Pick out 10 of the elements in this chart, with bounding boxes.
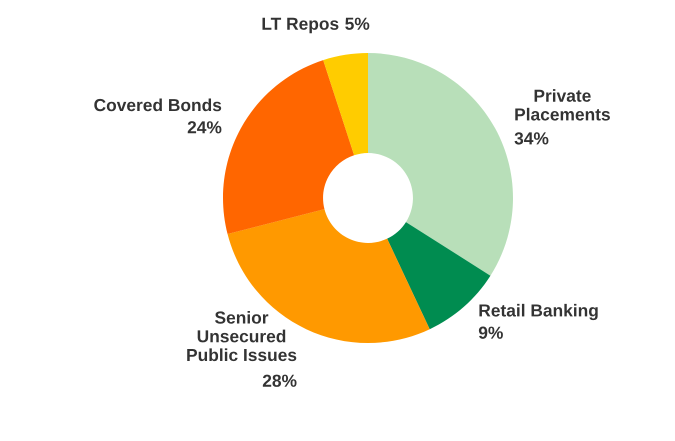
slice-label: Senior Unsecured Public Issues	[187, 310, 296, 362]
data-label: 9%	[478, 326, 503, 339]
slice-label: Private Placements	[515, 89, 610, 121]
data-label: 24%	[188, 121, 222, 134]
data-label: 28%	[262, 374, 297, 387]
slice-label: Retail Banking	[479, 304, 598, 320]
slice-label: LT Repos	[262, 18, 338, 34]
slice-label: Covered Bonds	[94, 98, 222, 112]
data-label: 34%	[514, 132, 548, 145]
data-label: 5%	[345, 18, 370, 30]
